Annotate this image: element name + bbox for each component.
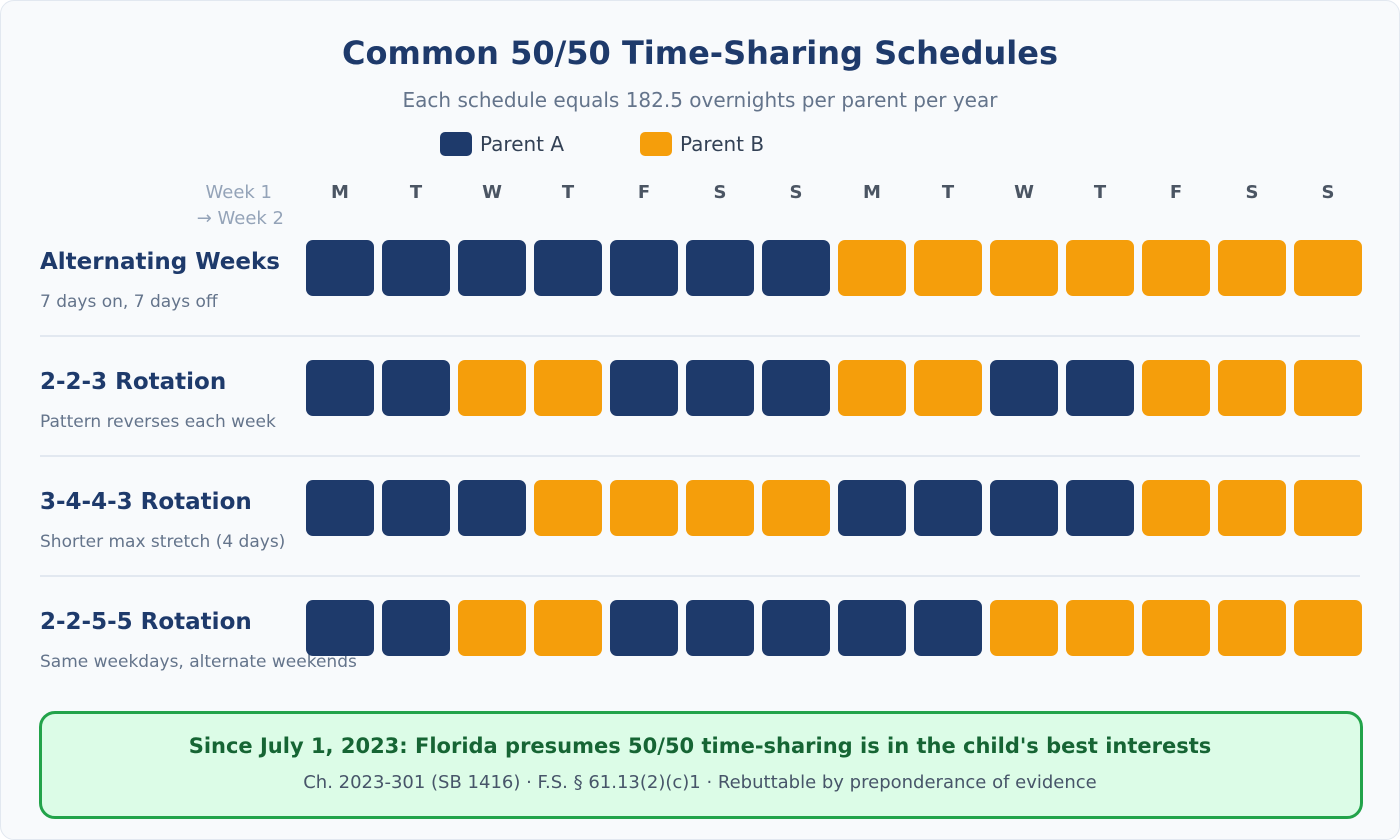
day-cell-parent-a [914,480,982,536]
day-header: T [409,182,423,203]
day-cell-parent-b [1142,360,1210,416]
schedule-name: 2-2-3 Rotation [40,369,227,395]
day-cell-parent-a [686,600,754,656]
day-header: S [789,182,803,203]
day-cell-parent-b [1066,600,1134,656]
day-cell-parent-a [458,480,526,536]
day-cell-parent-a [610,600,678,656]
day-cell-parent-a [686,240,754,296]
day-cell-parent-b [838,360,906,416]
day-cell-parent-b [1066,240,1134,296]
schedule-description: Pattern reverses each week [40,412,276,432]
legend-label-parent-b: Parent B [680,132,765,156]
day-cell-parent-b [610,480,678,536]
day-cell-parent-a [534,240,602,296]
row-divider [40,455,1360,457]
schedule-name: 3-4-4-3 Rotation [40,489,252,515]
day-cell-parent-a [1066,360,1134,416]
day-cell-parent-b [1218,240,1286,296]
row-divider [40,575,1360,577]
day-header: W [1014,182,1034,203]
day-cell-parent-b [458,600,526,656]
day-cell-parent-b [1218,600,1286,656]
day-cell-parent-b [1218,360,1286,416]
day-cell-parent-a [762,600,830,656]
day-header: T [941,182,955,203]
day-header: T [561,182,575,203]
day-cell-parent-b [838,240,906,296]
day-cell-parent-a [1066,480,1134,536]
day-cell-parent-b [534,480,602,536]
law-note-citation: Ch. 2023-301 (SB 1416) · F.S. § 61.13(2)… [303,772,1097,793]
day-cell-parent-a [382,600,450,656]
day-cell-parent-b [1142,240,1210,296]
legend-label-parent-a: Parent A [480,132,565,156]
day-header: T [1093,182,1107,203]
law-note-headline: Since July 1, 2023: Florida presumes 50/… [188,734,1212,758]
day-cell-parent-b [1294,360,1362,416]
legend-swatch-parent-b [640,132,672,156]
day-cell-parent-b [1142,600,1210,656]
day-cell-parent-b [534,600,602,656]
day-cell-parent-b [1294,600,1362,656]
legend-swatch-parent-a [440,132,472,156]
day-cell-parent-b [1142,480,1210,536]
schedule-description: Shorter max stretch (4 days) [40,532,286,552]
day-cell-parent-a [458,240,526,296]
day-cell-parent-b [990,600,1058,656]
day-cell-parent-b [458,360,526,416]
day-cell-parent-b [1294,240,1362,296]
day-cell-parent-b [686,480,754,536]
day-header: M [863,182,881,203]
schedule-name: Alternating Weeks [40,249,280,275]
day-cell-parent-b [534,360,602,416]
day-cell-parent-a [382,360,450,416]
day-cell-parent-a [382,240,450,296]
week-1-label: Week 1 [205,182,273,203]
day-cell-parent-b [762,480,830,536]
day-header: M [331,182,349,203]
week-2-label: → Week 2 [196,208,284,229]
schedule-description: 7 days on, 7 days off [40,292,218,312]
day-cell-parent-a [990,360,1058,416]
day-cell-parent-a [306,600,374,656]
day-cell-parent-a [306,240,374,296]
day-header: S [713,182,727,203]
day-cell-parent-a [610,360,678,416]
day-cell-parent-a [762,360,830,416]
day-cell-parent-a [686,360,754,416]
schedule-name: 2-2-5-5 Rotation [40,609,252,635]
page-subtitle: Each schedule equals 182.5 overnights pe… [402,88,998,112]
day-cell-parent-b [914,240,982,296]
day-cell-parent-a [914,600,982,656]
day-cell-parent-a [306,360,374,416]
day-header: S [1245,182,1259,203]
day-header: W [482,182,502,203]
page-title: Common 50/50 Time-Sharing Schedules [342,34,1058,72]
day-cell-parent-a [382,480,450,536]
day-cell-parent-a [990,480,1058,536]
day-cell-parent-a [762,240,830,296]
row-divider [40,335,1360,337]
day-cell-parent-b [914,360,982,416]
day-header: S [1321,182,1335,203]
day-cell-parent-a [610,240,678,296]
day-cell-parent-b [990,240,1058,296]
day-header: F [1169,182,1183,203]
day-cell-parent-a [306,480,374,536]
law-note-box [39,711,1363,819]
day-cell-parent-a [838,600,906,656]
day-header: F [637,182,651,203]
day-cell-parent-b [1218,480,1286,536]
schedule-description: Same weekdays, alternate weekends [40,652,357,672]
day-cell-parent-a [838,480,906,536]
day-cell-parent-b [1294,480,1362,536]
